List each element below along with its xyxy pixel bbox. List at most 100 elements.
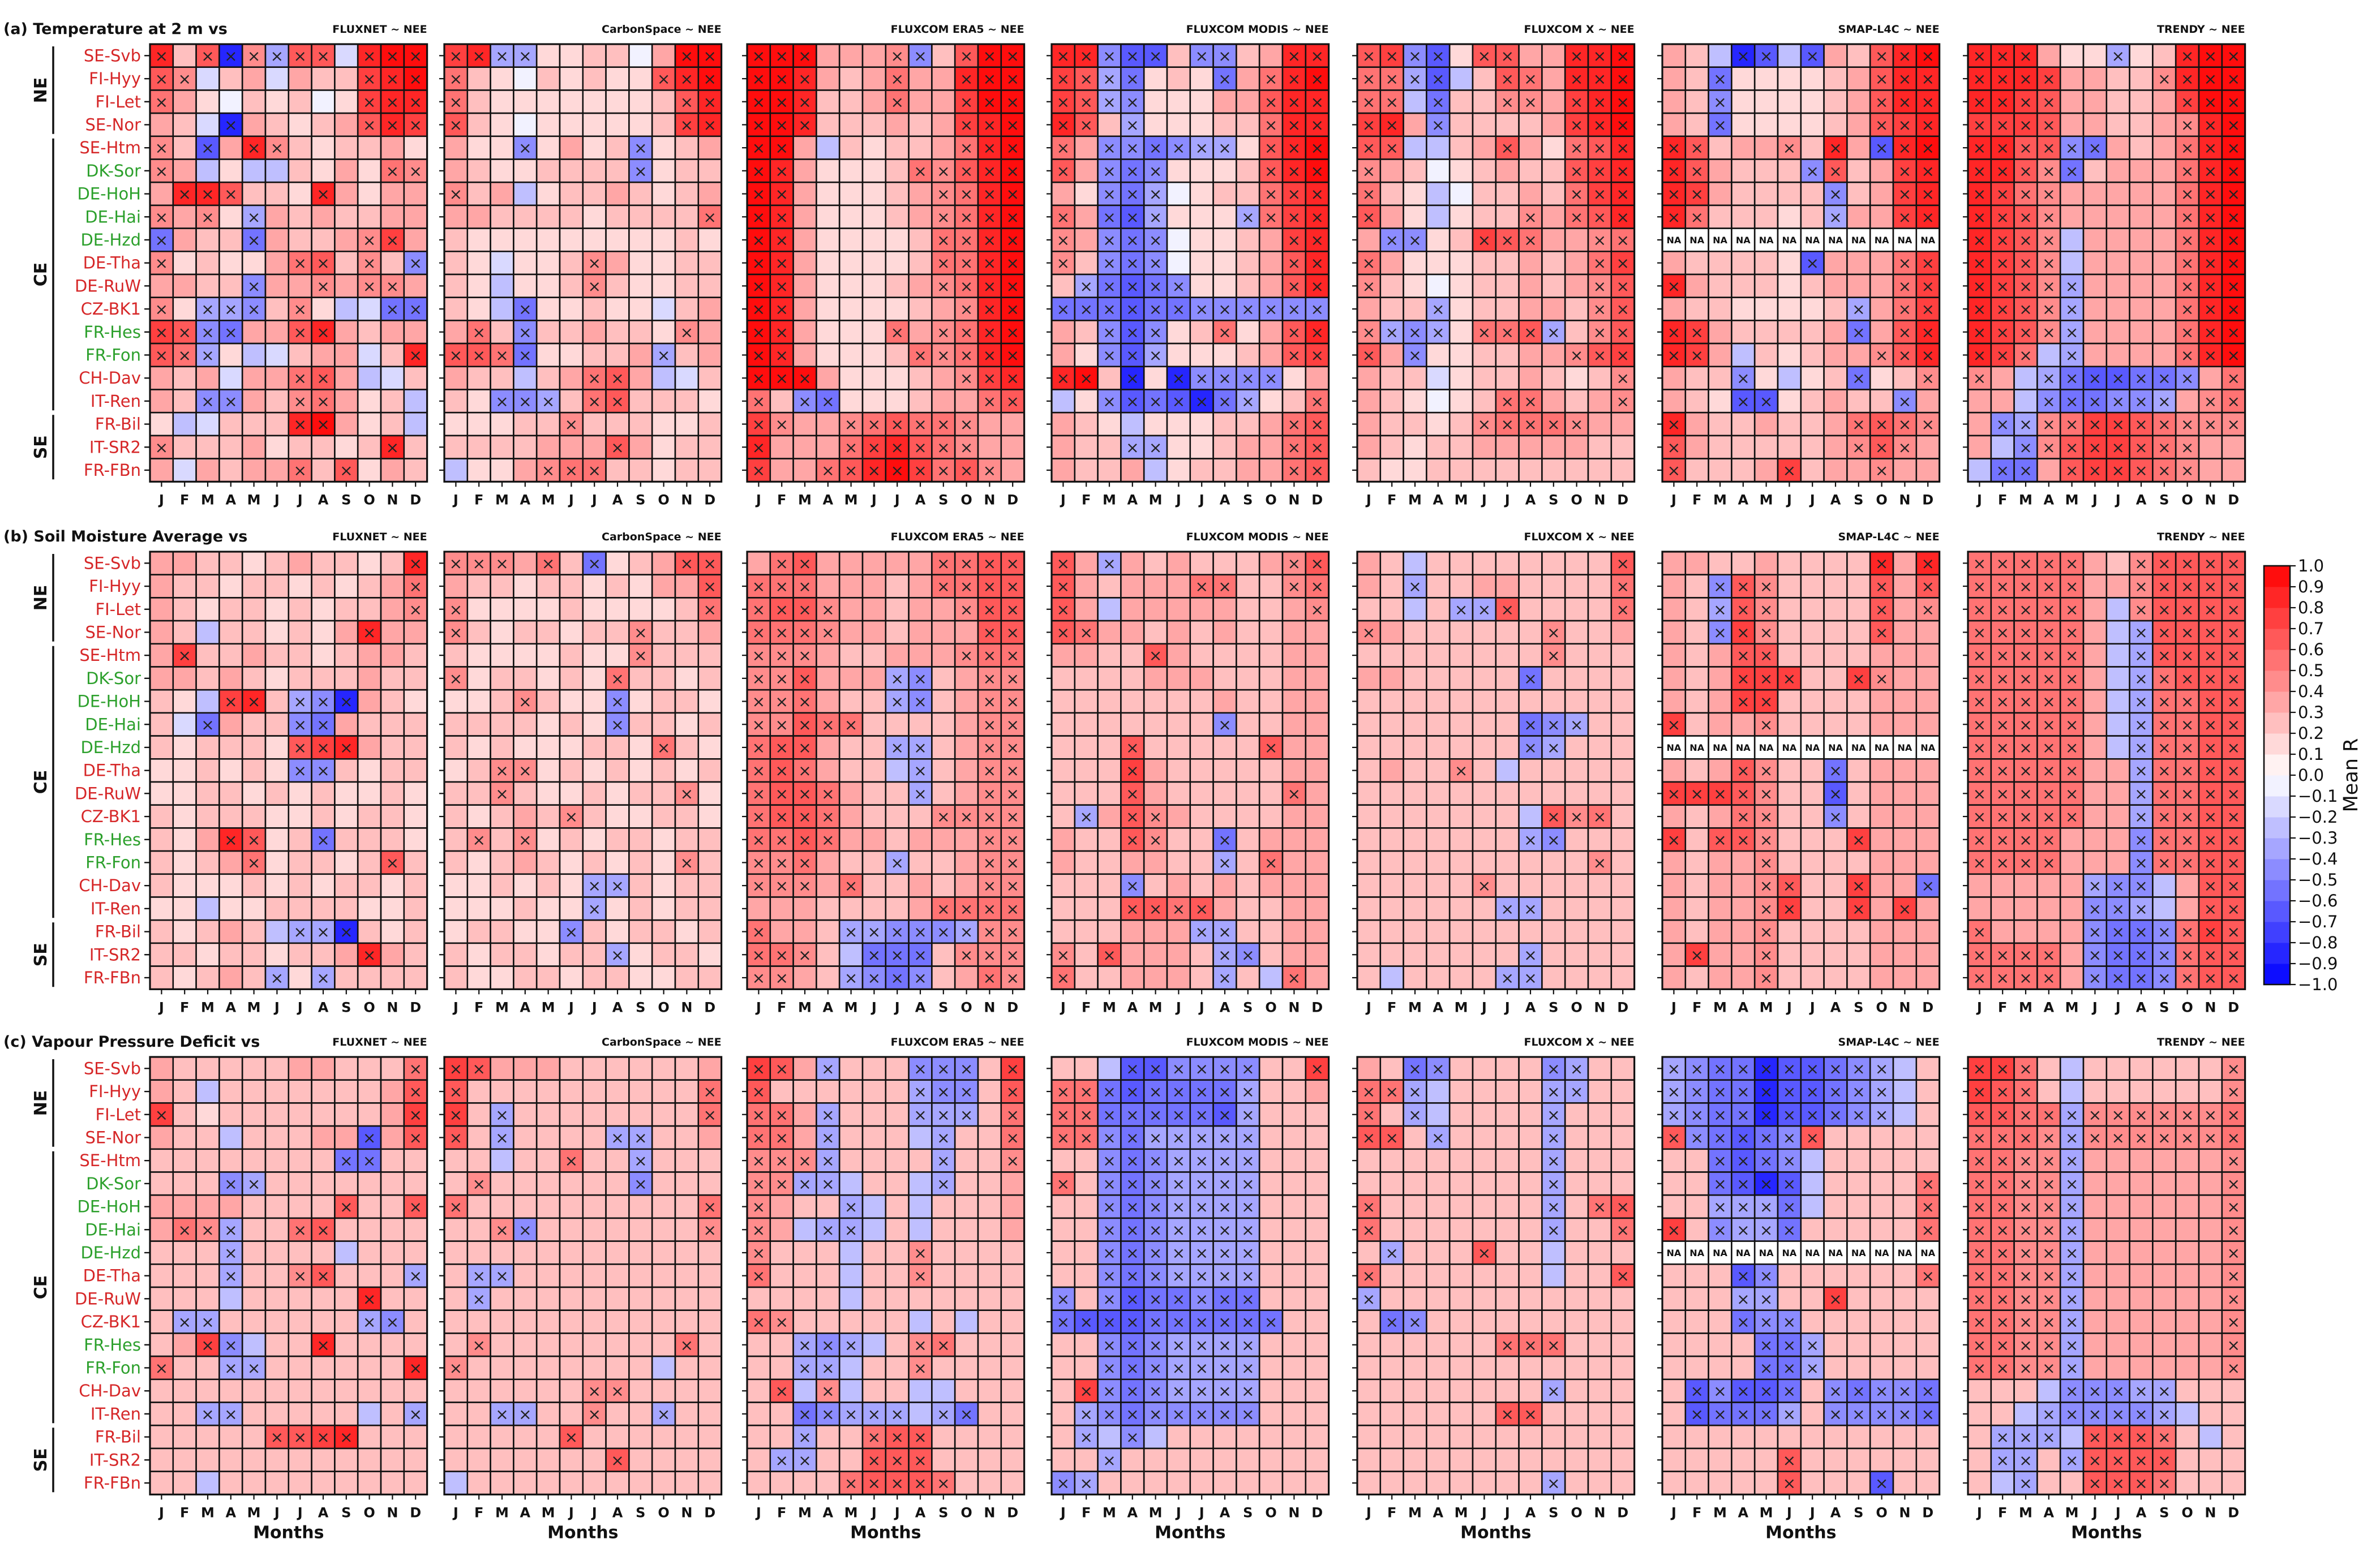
significance-mark: × [2204,669,2217,688]
significance-mark: × [1195,46,1208,65]
panel-title: FLUXCOM X ~ NEE [1524,23,1635,36]
heatmap-cell [1869,758,1894,783]
significance-mark: × [983,70,996,88]
heatmap-cell [1448,620,1474,645]
heatmap-cell [1258,827,1284,852]
heatmap-cell [931,942,956,967]
heatmap-cell [1800,320,1825,345]
heatmap-cell [357,896,382,921]
heatmap-cell [466,735,491,760]
significance-mark: × [1310,554,1323,573]
heatmap-cell [195,181,220,207]
heatmap-cell [311,574,336,599]
significance-mark: × [2204,831,2217,849]
significance-mark: × [844,415,857,434]
heatmap-cell [1050,435,1076,459]
heatmap-cell [1684,827,1709,852]
heatmap-cell [1448,43,1474,68]
heatmap-cell [861,735,887,760]
month-label: F [180,492,189,508]
heatmap-cell [149,942,174,967]
significance-mark: × [1288,300,1301,319]
heatmap-cell [1074,919,1099,944]
heatmap-cell [931,827,956,852]
heatmap-cell [1518,781,1543,806]
heatmap-cell [931,781,956,806]
heatmap-cell [513,366,538,390]
heatmap-cell [559,666,584,691]
significance-mark: × [1829,762,1842,780]
heatmap-cell [816,666,840,691]
heatmap-cell [513,666,538,691]
heatmap-cell [769,435,794,459]
heatmap-cell [1495,689,1520,714]
significance-mark: × [983,300,996,319]
heatmap-cell [241,435,267,459]
heatmap-cell [513,643,538,668]
significance-mark: × [775,254,788,273]
heatmap-cell [1426,389,1451,414]
significance-mark: × [2019,208,2032,226]
significance-mark: × [937,554,950,573]
heatmap-cell [1074,643,1099,668]
significance-mark: × [1103,554,1116,573]
heatmap-cell [1777,919,1802,944]
heatmap-cell [1097,712,1122,737]
heatmap-cell [1426,135,1451,160]
significance-mark: × [1006,969,1019,987]
site-label: FI-Let [95,600,141,619]
significance-mark: × [2065,346,2078,364]
significance-mark: × [1478,876,1491,895]
heatmap-cell [697,342,722,368]
heatmap-cell [1236,250,1260,276]
heatmap-cell [443,758,469,783]
heatmap-cell [443,89,469,114]
significance-mark: × [611,669,624,688]
heatmap-cell [1074,758,1099,783]
heatmap-cell [380,827,405,852]
heatmap-cell [1541,296,1566,321]
significance-mark: × [2204,185,2217,204]
heatmap-cell [241,666,267,691]
significance-mark: × [1667,715,1680,734]
heatmap-cell [1143,781,1168,806]
significance-mark: × [293,693,306,711]
heatmap-cell [885,896,910,921]
significance-mark: × [2111,438,2124,457]
site-label: SE-Nor [85,622,141,642]
heatmap-cell [559,574,584,599]
heatmap-cell [1403,458,1427,483]
heatmap-cell [1495,620,1520,645]
heatmap-cell [241,320,267,345]
heatmap-cell [697,850,722,875]
heatmap-cell [605,781,630,806]
significance-mark: × [2019,346,2032,364]
heatmap-cell [697,273,722,299]
significance-mark: × [2204,254,2217,273]
significance-mark: × [937,323,950,342]
significance-mark: × [1996,669,2009,688]
heatmap-cell [1661,597,1687,622]
heatmap-cell [885,112,910,137]
month-label: O [363,492,375,508]
heatmap-cell [1189,804,1214,829]
heatmap-cell [1074,597,1099,622]
heatmap-cell [885,551,910,576]
heatmap-cell [1753,66,1779,91]
significance-mark: × [1006,715,1019,734]
heatmap-cell [288,435,312,459]
heatmap-cell [1403,250,1427,276]
site-label: DE-Hai [85,207,141,226]
heatmap-cell [1684,804,1709,829]
heatmap-cell [535,942,561,967]
significance-mark: × [1690,346,1703,364]
significance-mark: × [518,693,531,711]
significance-mark: × [983,554,996,573]
month-label: F [1998,492,2007,508]
heatmap-cell [605,435,630,459]
heatmap-cell [513,411,538,437]
heatmap-cell [2105,804,2130,829]
heatmap-cell [1236,135,1260,160]
month-label: S [1549,492,1558,508]
heatmap-cell [1564,389,1589,414]
